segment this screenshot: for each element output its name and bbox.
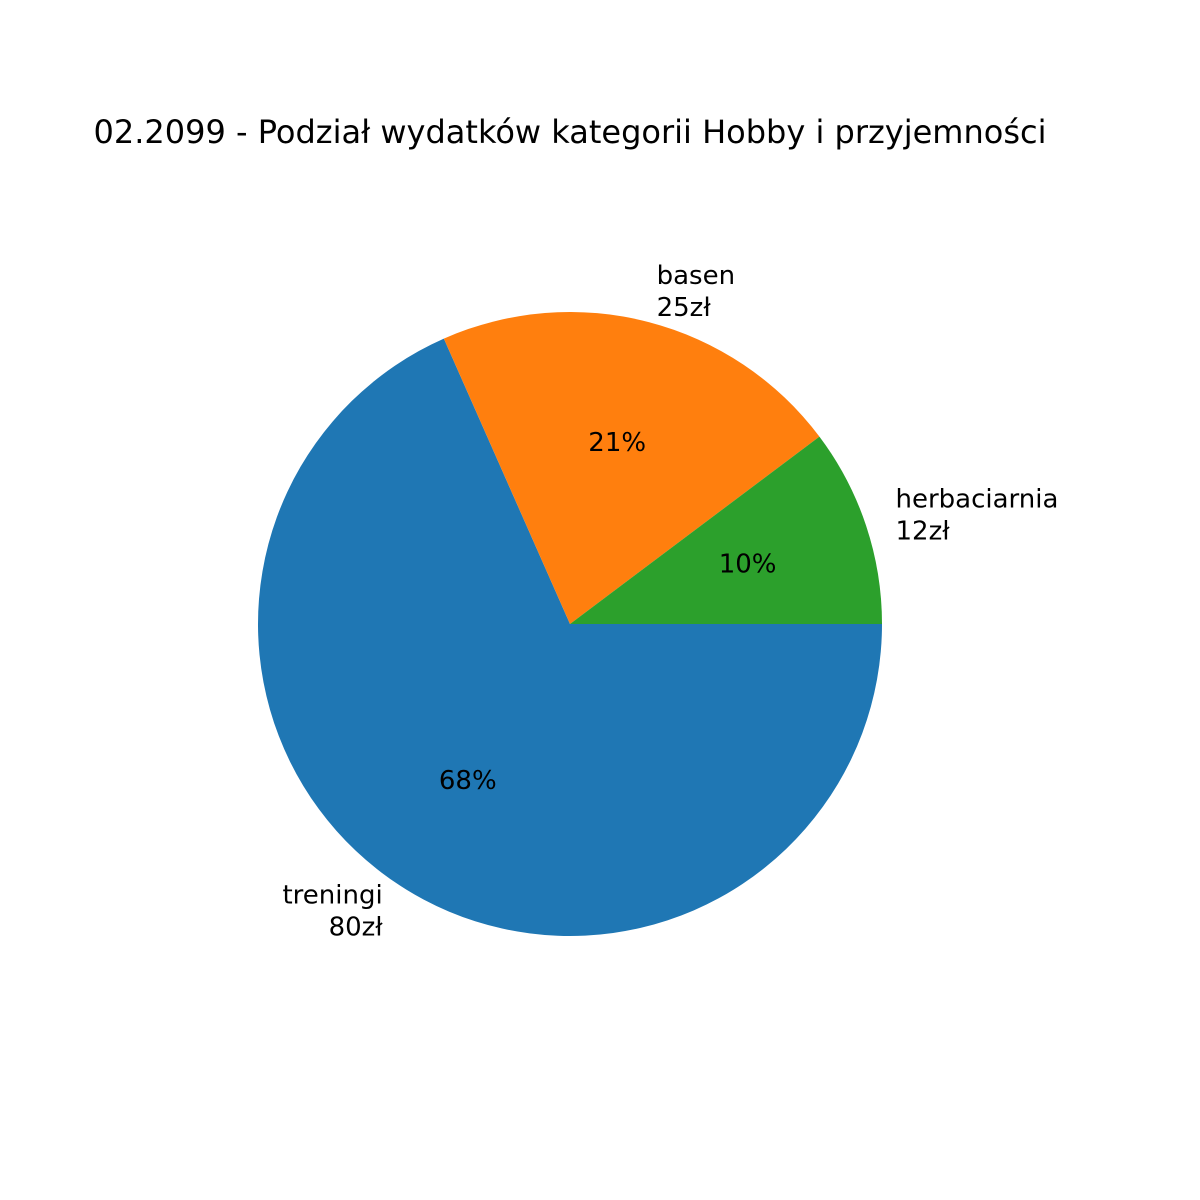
pie-slice-herbaciarnia (570, 436, 882, 624)
pie-label-herbaciarnia: herbaciarnia (896, 484, 1059, 514)
pie-percent-basen: 21% (588, 428, 646, 458)
pie-amount-treningi: 80zł (329, 913, 384, 943)
pie-label-treningi: treningi (282, 881, 382, 911)
pie-slices (258, 311, 882, 936)
pie-label-basen: basen (657, 261, 735, 291)
pie-percent-herbaciarnia: 10% (719, 550, 777, 580)
chart-title: 02.2099 - Podział wydatków kategorii Hob… (94, 113, 1047, 151)
pie-percent-treningi: 68% (439, 766, 497, 796)
pie-slice-treningi (258, 338, 882, 936)
pie-amount-basen: 25zł (657, 293, 712, 323)
pie-amount-herbaciarnia: 12zł (896, 516, 951, 546)
pie-slice-basen (443, 311, 820, 624)
